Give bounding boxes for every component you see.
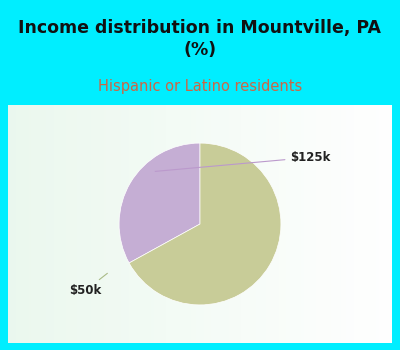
Text: Hispanic or Latino residents: Hispanic or Latino residents [98, 79, 302, 94]
Text: $50k: $50k [69, 273, 107, 297]
Text: Income distribution in Mountville, PA
(%): Income distribution in Mountville, PA (%… [18, 19, 382, 59]
Wedge shape [119, 143, 200, 263]
FancyBboxPatch shape [8, 105, 392, 343]
Wedge shape [129, 143, 281, 305]
Text: $125k: $125k [155, 151, 331, 172]
